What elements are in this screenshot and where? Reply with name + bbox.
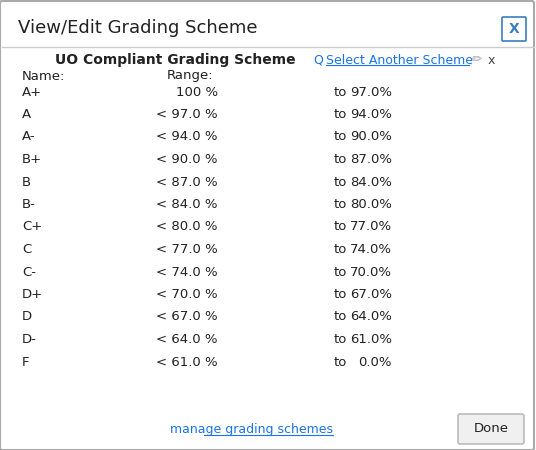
Text: < 77.0 %: < 77.0 % xyxy=(157,243,218,256)
Text: < 80.0 %: < 80.0 % xyxy=(157,220,218,234)
Text: 87.0%: 87.0% xyxy=(350,153,392,166)
Text: A-: A- xyxy=(22,130,35,144)
Text: < 64.0 %: < 64.0 % xyxy=(157,333,218,346)
Text: < 74.0 %: < 74.0 % xyxy=(157,266,218,279)
Text: < 61.0 %: < 61.0 % xyxy=(157,356,218,369)
Text: 94.0%: 94.0% xyxy=(350,108,392,121)
Text: 97.0%: 97.0% xyxy=(350,86,392,99)
Text: to: to xyxy=(333,153,347,166)
Text: to: to xyxy=(333,266,347,279)
Text: to: to xyxy=(333,288,347,301)
Text: A+: A+ xyxy=(22,86,42,99)
Text: to: to xyxy=(333,310,347,324)
Text: 70.0%: 70.0% xyxy=(350,266,392,279)
Text: to: to xyxy=(333,356,347,369)
Text: 64.0%: 64.0% xyxy=(350,310,392,324)
Text: to: to xyxy=(333,333,347,346)
Text: 90.0%: 90.0% xyxy=(350,130,392,144)
Text: C+: C+ xyxy=(22,220,42,234)
Text: to: to xyxy=(333,220,347,234)
FancyBboxPatch shape xyxy=(458,414,524,444)
Text: < 67.0 %: < 67.0 % xyxy=(157,310,218,324)
Text: x: x xyxy=(488,54,495,67)
Text: to: to xyxy=(333,108,347,121)
Text: < 97.0 %: < 97.0 % xyxy=(157,108,218,121)
Text: 100 %: 100 % xyxy=(176,86,218,99)
Text: B-: B- xyxy=(22,198,36,211)
Text: to: to xyxy=(333,243,347,256)
Text: < 84.0 %: < 84.0 % xyxy=(157,198,218,211)
Text: to: to xyxy=(333,86,347,99)
Text: 0.0%: 0.0% xyxy=(359,356,392,369)
Text: Done: Done xyxy=(473,423,509,436)
Text: ✏: ✏ xyxy=(472,54,482,67)
Text: D-: D- xyxy=(22,333,37,346)
Text: D: D xyxy=(22,310,32,324)
Text: < 94.0 %: < 94.0 % xyxy=(157,130,218,144)
Text: < 90.0 %: < 90.0 % xyxy=(157,153,218,166)
Text: C-: C- xyxy=(22,266,36,279)
Text: Select Another Scheme: Select Another Scheme xyxy=(326,54,473,67)
Text: Q: Q xyxy=(313,54,323,67)
Text: View/Edit Grading Scheme: View/Edit Grading Scheme xyxy=(18,19,257,37)
Text: 67.0%: 67.0% xyxy=(350,288,392,301)
Text: UO Compliant Grading Scheme: UO Compliant Grading Scheme xyxy=(55,53,295,67)
Text: manage grading schemes: manage grading schemes xyxy=(170,423,333,436)
Text: C: C xyxy=(22,243,31,256)
Text: to: to xyxy=(333,176,347,189)
Text: A: A xyxy=(22,108,31,121)
Text: 74.0%: 74.0% xyxy=(350,243,392,256)
Text: < 87.0 %: < 87.0 % xyxy=(157,176,218,189)
Text: 84.0%: 84.0% xyxy=(350,176,392,189)
Text: F: F xyxy=(22,356,29,369)
Text: D+: D+ xyxy=(22,288,43,301)
Text: B+: B+ xyxy=(22,153,42,166)
Text: B: B xyxy=(22,176,31,189)
Text: Range:: Range: xyxy=(167,69,213,82)
Text: to: to xyxy=(333,198,347,211)
Text: X: X xyxy=(509,22,519,36)
Text: 77.0%: 77.0% xyxy=(350,220,392,234)
Text: 61.0%: 61.0% xyxy=(350,333,392,346)
Text: 80.0%: 80.0% xyxy=(350,198,392,211)
FancyBboxPatch shape xyxy=(502,17,526,41)
Text: to: to xyxy=(333,130,347,144)
Text: Name:: Name: xyxy=(22,69,65,82)
Text: < 70.0 %: < 70.0 % xyxy=(157,288,218,301)
